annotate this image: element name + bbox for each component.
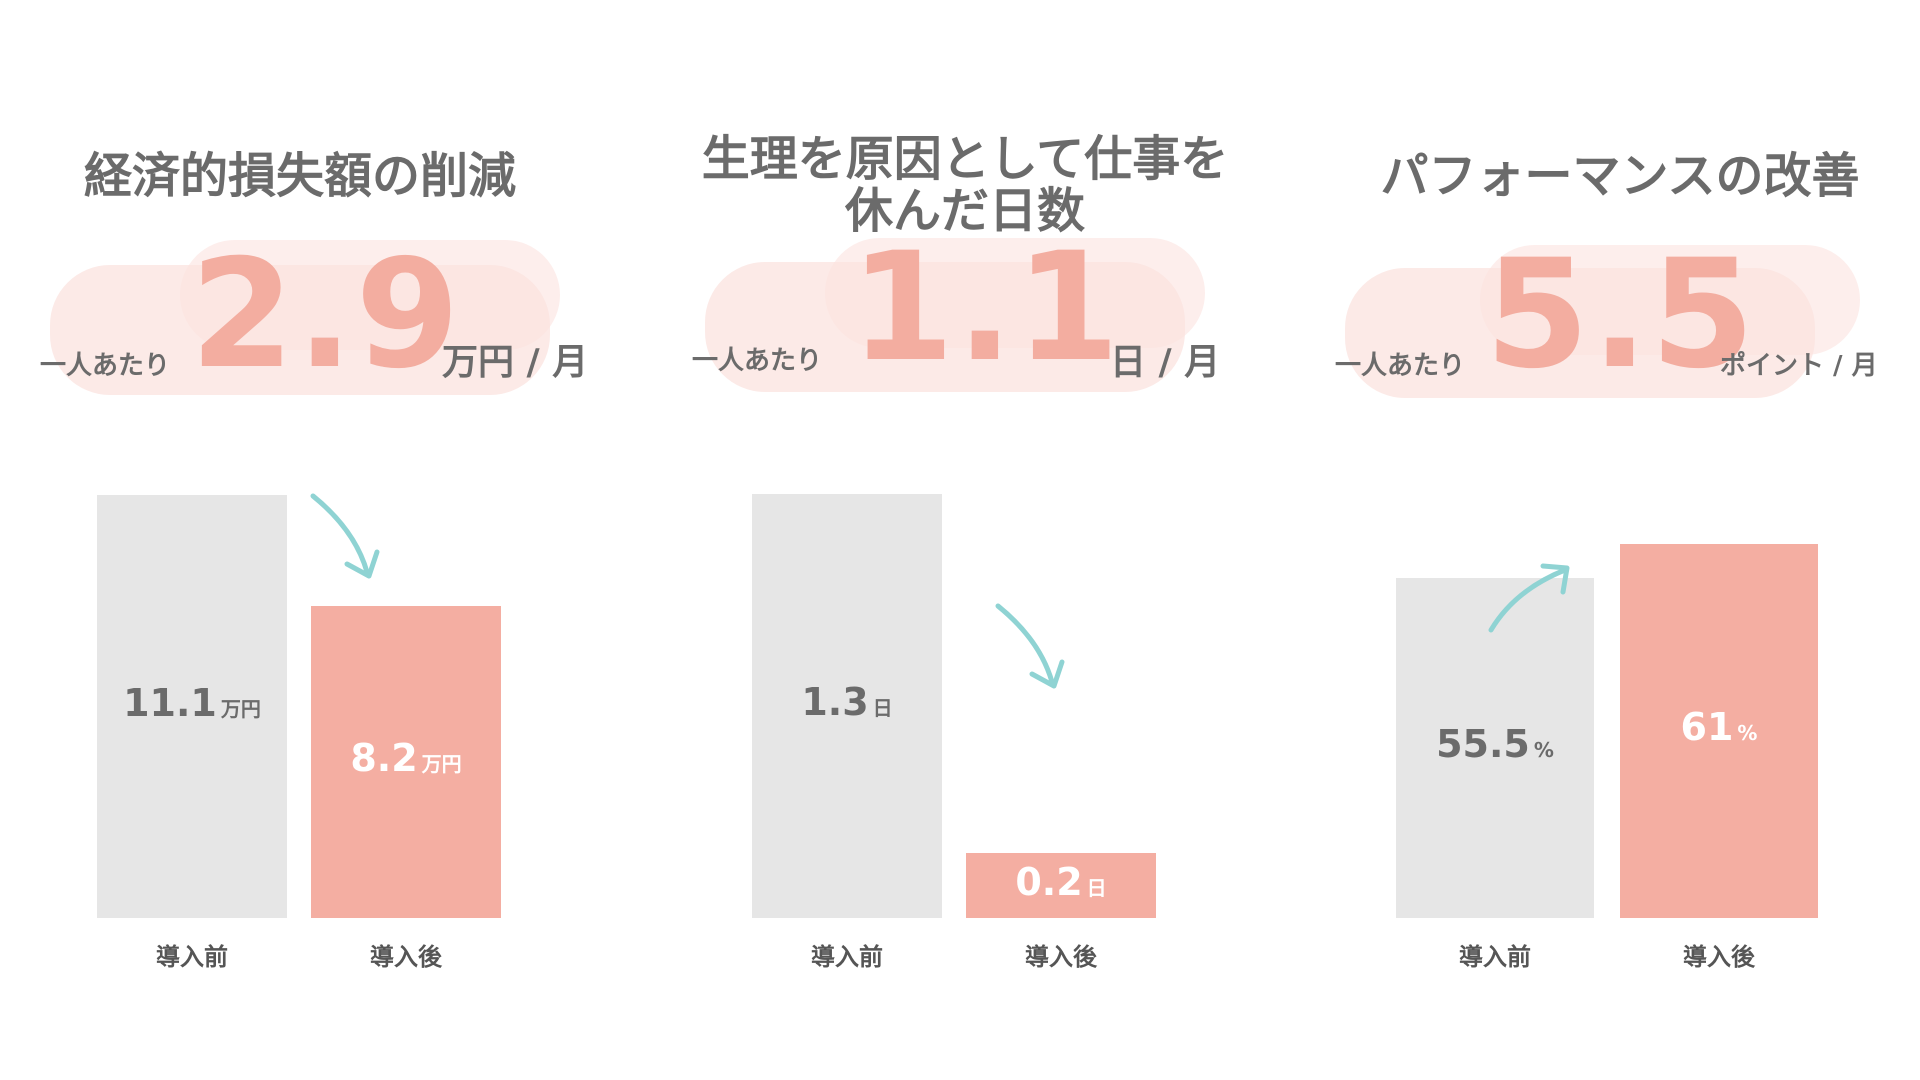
- bar-before: 11.1 万円: [97, 495, 287, 918]
- arrow-up-icon: [1488, 563, 1570, 633]
- bar-after: 61%: [1620, 544, 1818, 918]
- highlight-blob: [180, 240, 560, 350]
- panel-economic-loss: 経済的損失額の削減 一人あたり 2.9 万円 / 月 11.1 万円 8.2 万円 …: [0, 0, 640, 1080]
- kpi-row: 一人あたり 2.9 万円 / 月: [0, 240, 640, 395]
- panel-performance: パフォーマンスの改善 一人あたり 5.5 ポイント / 月 55.5% 61% …: [1310, 0, 1920, 1080]
- bar-value-label: 11.1 万円: [97, 681, 287, 725]
- x-tick-label: 導入前: [156, 943, 228, 971]
- bar-value-label: 0.2 日: [966, 860, 1156, 904]
- bar-unit: 万円: [421, 752, 462, 776]
- panel-title: パフォーマンスの改善: [1380, 148, 1860, 204]
- x-tick-label: 導入後: [370, 943, 442, 971]
- bar-value-label: 61%: [1620, 705, 1818, 749]
- bar-value: 1.3: [801, 680, 869, 724]
- highlight-blob: [1480, 245, 1860, 355]
- kpi-row: 一人あたり 1.1 日 / 月: [655, 233, 1295, 395]
- bar-value-label: 55.5%: [1396, 722, 1594, 766]
- per-person-label: 一人あたり: [40, 351, 171, 381]
- x-tick-label: 導入後: [1683, 943, 1755, 971]
- kpi-unit: ポイント / 月: [1720, 351, 1878, 381]
- bar-before: 55.5%: [1396, 578, 1594, 918]
- bar-value: 0.2: [1015, 860, 1083, 904]
- arrow-down-icon: [995, 603, 1065, 689]
- kpi-number: 5.5: [1485, 228, 1757, 402]
- bar-after: 0.2 日: [966, 853, 1156, 918]
- x-tick-label: 導入前: [1459, 943, 1531, 971]
- panel-days-off: 生理を原因として仕事を 休んだ日数 一人あたり 1.1 日 / 月 1.3 日 0…: [655, 0, 1295, 1080]
- bar-value: 8.2: [350, 736, 418, 780]
- bar-value: 11.1: [123, 681, 217, 725]
- panel-title: 生理を原因として仕事を 休んだ日数: [701, 131, 1229, 239]
- bar-value-label: 1.3 日: [752, 680, 942, 724]
- kpi-row: 一人あたり 5.5 ポイント / 月: [1310, 240, 1920, 395]
- x-tick-label: 導入前: [811, 943, 883, 971]
- x-tick-label: 導入後: [1025, 943, 1097, 971]
- bar-value-label: 8.2 万円: [311, 736, 501, 780]
- panel-title: 経済的損失額の削減: [83, 148, 516, 204]
- bar-unit: 日: [1086, 876, 1107, 900]
- bar-unit: 万円: [220, 697, 261, 721]
- arrow-down-icon: [310, 493, 380, 579]
- per-person-label: 一人あたり: [692, 346, 823, 376]
- kpi-number: 2.9: [190, 228, 462, 402]
- kpi-unit: 万円 / 月: [442, 342, 589, 383]
- bar-after: 8.2 万円: [311, 606, 501, 918]
- bar-before: 1.3 日: [752, 494, 942, 918]
- per-person-label: 一人あたり: [1335, 351, 1466, 381]
- bar-unit: %: [1533, 738, 1554, 762]
- bar-value: 55.5: [1436, 722, 1530, 766]
- bar-unit: %: [1737, 721, 1758, 745]
- bar-value: 61: [1680, 705, 1734, 749]
- kpi-number: 1.1: [850, 221, 1122, 395]
- bar-unit: 日: [872, 696, 893, 720]
- highlight-blob: [825, 238, 1205, 348]
- kpi-unit: 日 / 月: [1110, 342, 1221, 383]
